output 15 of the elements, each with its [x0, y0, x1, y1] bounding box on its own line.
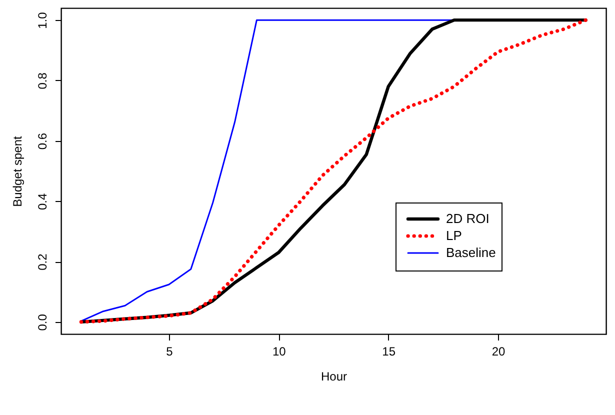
- x-tick-label: 5: [166, 344, 174, 358]
- y-tick-label: 1.0: [36, 12, 50, 29]
- y-tick-label: 0.8: [36, 72, 50, 90]
- legend-label: LP: [446, 228, 462, 243]
- y-tick-label: 0.4: [36, 193, 50, 210]
- x-axis-title: Hour: [320, 370, 348, 384]
- y-axis-title: Budget spent: [10, 135, 24, 207]
- x-tick-label: 15: [382, 344, 396, 358]
- y-tick-label: 0.0: [36, 314, 50, 331]
- legend-label: 2D ROI: [446, 211, 490, 226]
- y-tick-label: 0.6: [36, 132, 50, 150]
- x-tick-label: 10: [272, 344, 286, 358]
- x-tick-label: 20: [492, 344, 506, 358]
- y-tick-label: 0.2: [36, 253, 50, 270]
- legend-label: Baseline: [446, 245, 496, 260]
